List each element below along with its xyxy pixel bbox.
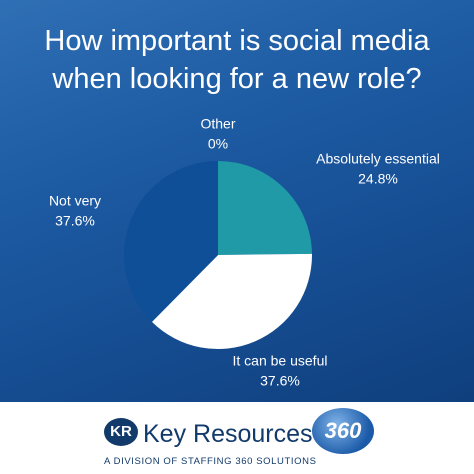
chart: Absolutely essential 24.8% It can be usefu… [49, 116, 440, 389]
slice-value: 37.6% [260, 373, 300, 389]
slice-label: Other [200, 116, 235, 132]
slice-value: 0% [208, 136, 228, 152]
slice-label: It can be useful [233, 353, 328, 369]
pie-slice [124, 161, 218, 322]
logo-mark: KR [104, 418, 138, 446]
tagline: A DIVISION OF STAFFING 360 SOLUTIONS [104, 456, 317, 467]
partner-logo: 360 [312, 408, 374, 454]
pie-slice [218, 161, 312, 255]
footer: KR Key Resources A DIVISION OF STAFFING … [0, 402, 474, 474]
slice-label: Not very [49, 193, 101, 209]
pie-slice [151, 253, 312, 349]
brand-name: Key Resources [143, 420, 313, 448]
slice-label: Absolutely essential [316, 151, 440, 167]
slice-value: 37.6% [55, 213, 95, 229]
chart-title: How important is social media when looki… [44, 25, 430, 95]
slice-value: 24.8% [358, 171, 398, 187]
